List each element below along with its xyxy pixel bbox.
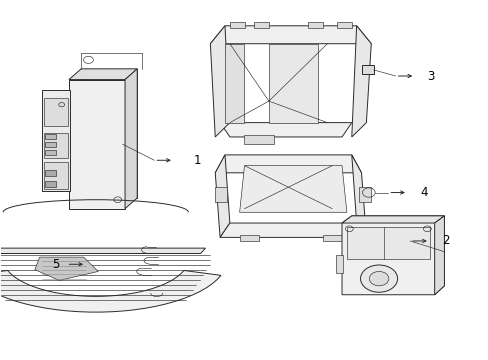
Bar — [45, 150, 56, 155]
Bar — [358, 187, 370, 202]
Polygon shape — [69, 69, 137, 80]
Text: 3: 3 — [427, 69, 434, 82]
Polygon shape — [351, 26, 370, 137]
Polygon shape — [210, 26, 229, 137]
Bar — [229, 22, 244, 28]
Bar — [336, 22, 351, 28]
Polygon shape — [239, 166, 346, 212]
Bar — [361, 65, 373, 74]
Polygon shape — [268, 44, 317, 123]
Polygon shape — [0, 248, 205, 253]
Bar — [254, 22, 268, 28]
Polygon shape — [210, 26, 370, 44]
Bar — [346, 226, 429, 259]
Polygon shape — [35, 257, 98, 280]
Circle shape — [360, 265, 397, 292]
Bar — [45, 142, 56, 147]
Bar — [43, 134, 68, 158]
Polygon shape — [220, 123, 351, 137]
Bar — [43, 162, 68, 189]
Polygon shape — [351, 155, 366, 237]
Bar — [45, 134, 56, 139]
Polygon shape — [81, 69, 137, 198]
Polygon shape — [69, 80, 125, 209]
Polygon shape — [220, 223, 366, 237]
Bar — [45, 181, 56, 187]
Text: 4: 4 — [419, 186, 427, 199]
Polygon shape — [0, 270, 221, 312]
Polygon shape — [125, 69, 137, 209]
Polygon shape — [434, 216, 444, 295]
Bar — [244, 135, 273, 144]
Bar — [307, 22, 322, 28]
Polygon shape — [341, 216, 444, 223]
Circle shape — [368, 271, 388, 286]
Bar — [335, 255, 342, 273]
Polygon shape — [215, 155, 361, 173]
Text: 5: 5 — [52, 258, 59, 271]
Bar — [322, 235, 341, 241]
Bar — [215, 187, 227, 202]
Text: 1: 1 — [193, 154, 201, 167]
Bar — [45, 170, 56, 176]
Polygon shape — [215, 155, 229, 237]
Bar — [43, 98, 68, 126]
Polygon shape — [224, 44, 244, 123]
Bar — [239, 235, 259, 241]
Bar — [42, 90, 70, 191]
Text: 2: 2 — [441, 234, 448, 247]
Polygon shape — [341, 216, 444, 295]
